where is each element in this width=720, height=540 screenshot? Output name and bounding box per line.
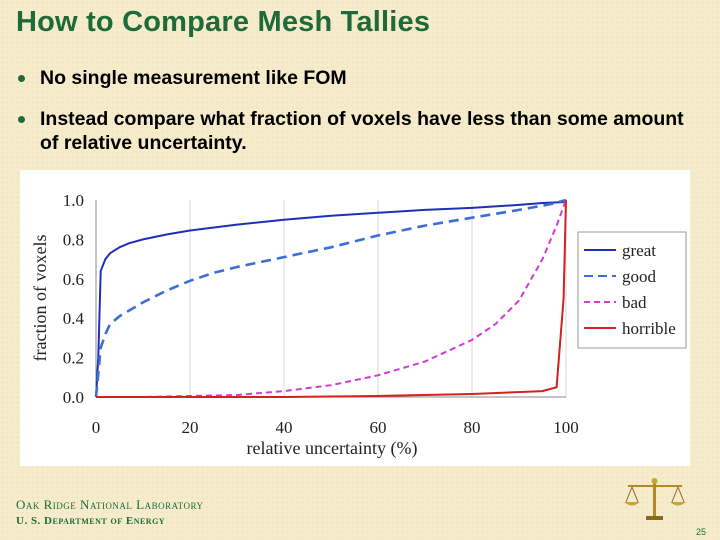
x-tick-label: 20 [182,418,199,437]
line-chart: 0 20 40 60 80 100 0.0 0.2 0.4 0.6 0.8 1.0 fraction … [30,191,687,459]
legend-label: horrible [622,319,676,338]
legend: great good bad horrible [577,231,687,349]
x-axis-label: relative uncertainty (%) [247,438,418,459]
footer-organization: Oak Ridge National Laboratory [16,497,204,512]
balance-scale-icon [624,478,686,520]
x-tick-label: 40 [276,418,293,437]
series-line-horrible [96,199,567,398]
bullet-dot-icon [18,116,25,123]
bullet-item: No single measurement like FOM [16,66,706,90]
y-tick-label: 0.6 [63,270,84,289]
bullet-item: Instead compare what fraction of voxels … [16,107,706,155]
y-tick-label: 0.4 [63,309,85,328]
y-tick-label: 0.2 [63,349,84,368]
bullet-text: Instead compare what fraction of voxels … [40,108,684,154]
legend-label: good [622,267,657,286]
y-axis-label: fraction of voxels [30,235,50,362]
page-number: 25 [695,527,706,537]
series-line-great [95,201,567,398]
y-tick-label: 0.8 [63,230,84,249]
series-group [94,198,567,398]
chart-panel: 0 20 40 60 80 100 0.0 0.2 0.4 0.6 0.8 1.0 fraction … [20,170,690,466]
footer-department: U. S. Department of Energy [16,515,166,527]
grid [95,200,567,397]
bullet-text: No single measurement like FOM [40,67,347,89]
legend-label: bad [622,293,647,312]
x-tick-label: 80 [464,418,481,437]
y-tick-label: 0.0 [63,388,84,407]
bullet-list: No single measurement like FOM Instead c… [16,66,706,172]
bullet-dot-icon [18,75,25,82]
x-tick-label: 0 [92,418,101,437]
legend-label: great [622,241,656,260]
series-line-bad [96,199,567,398]
slide-title: How to Compare Mesh Tallies [16,6,431,38]
y-tick-label: 1.0 [63,191,84,210]
x-tick-label: 100 [553,418,579,437]
axes: 0 20 40 60 80 100 0.0 0.2 0.4 0.6 0.8 1.0 [63,191,579,437]
series-line-good [94,198,567,398]
x-tick-label: 60 [370,418,387,437]
